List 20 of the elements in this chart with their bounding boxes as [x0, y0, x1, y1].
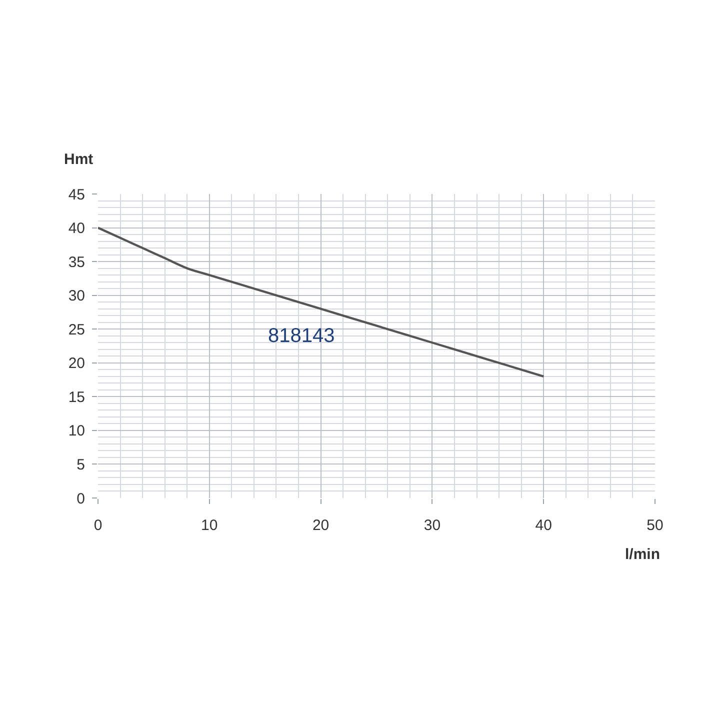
x-tick-label: 20 [312, 517, 330, 534]
line-series [98, 226, 545, 378]
y-tick-label: 45 [68, 186, 85, 204]
x-tick-label: 40 [535, 517, 552, 534]
y-tick-label: 0 [76, 490, 85, 508]
x-axis-title: l/min [625, 546, 660, 563]
y-tick-label: 35 [68, 254, 85, 271]
y-tick-label: 25 [68, 321, 85, 338]
y-tick-label: 30 [68, 288, 85, 305]
x-tick-label: 30 [424, 517, 441, 534]
series-label: 818143 [268, 325, 335, 347]
y-tick-label: 40 [68, 220, 85, 238]
y-tick-label: 5 [76, 456, 85, 474]
y-tick-label: 20 [68, 355, 85, 372]
x-tick-label: 10 [201, 517, 218, 534]
y-axis-title: Hmt [64, 151, 94, 168]
x-tick-label: 0 [94, 517, 102, 534]
x-tick-label: 50 [646, 517, 664, 534]
y-tick-label: 15 [68, 388, 85, 406]
y-tick-label: 10 [68, 422, 85, 440]
